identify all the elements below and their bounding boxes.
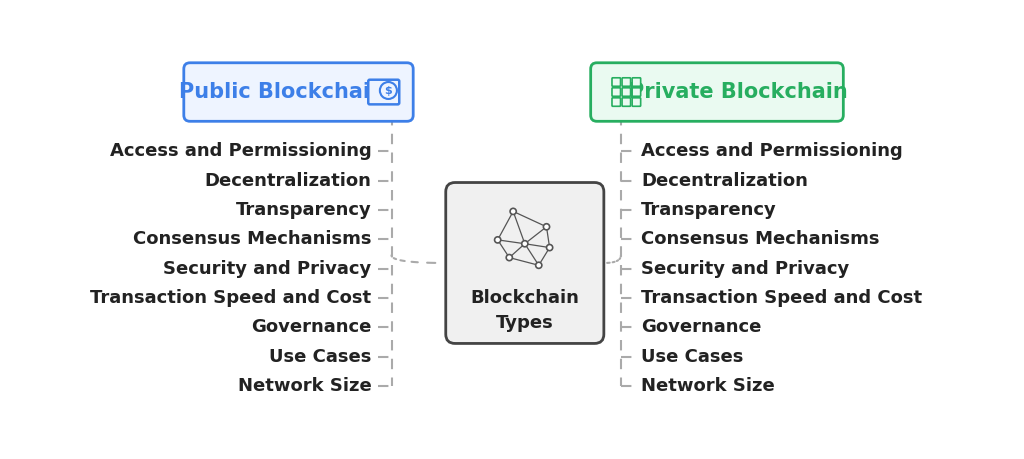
Text: Public Blockchain: Public Blockchain: [178, 82, 384, 102]
Text: Consensus Mechanisms: Consensus Mechanisms: [641, 230, 880, 248]
FancyBboxPatch shape: [183, 63, 414, 121]
FancyBboxPatch shape: [612, 98, 621, 106]
FancyBboxPatch shape: [612, 88, 621, 96]
Text: Decentralization: Decentralization: [641, 172, 808, 190]
Text: Use Cases: Use Cases: [641, 348, 743, 366]
Text: Use Cases: Use Cases: [269, 348, 372, 366]
FancyBboxPatch shape: [632, 88, 641, 96]
Text: Network Size: Network Size: [238, 377, 372, 395]
Text: Transparency: Transparency: [236, 201, 372, 219]
Circle shape: [521, 241, 528, 247]
FancyBboxPatch shape: [445, 183, 604, 343]
FancyBboxPatch shape: [622, 88, 631, 96]
Text: Transparency: Transparency: [641, 201, 777, 219]
Circle shape: [510, 208, 516, 214]
FancyBboxPatch shape: [622, 98, 631, 106]
Text: Security and Privacy: Security and Privacy: [163, 260, 372, 278]
Text: Decentralization: Decentralization: [205, 172, 372, 190]
Text: Transaction Speed and Cost: Transaction Speed and Cost: [90, 289, 372, 307]
Text: Network Size: Network Size: [641, 377, 775, 395]
Circle shape: [544, 224, 550, 230]
Text: $: $: [385, 85, 392, 95]
Text: Blockchain
Types: Blockchain Types: [470, 289, 580, 332]
Text: Transaction Speed and Cost: Transaction Speed and Cost: [641, 289, 923, 307]
FancyBboxPatch shape: [591, 63, 844, 121]
Circle shape: [380, 82, 397, 99]
Circle shape: [495, 237, 501, 243]
Circle shape: [547, 245, 553, 251]
FancyBboxPatch shape: [622, 78, 631, 86]
FancyBboxPatch shape: [369, 80, 399, 104]
Text: Governance: Governance: [251, 319, 372, 336]
Circle shape: [536, 262, 542, 269]
FancyBboxPatch shape: [612, 78, 621, 86]
FancyBboxPatch shape: [632, 78, 641, 86]
Circle shape: [506, 254, 512, 261]
Text: Consensus Mechanisms: Consensus Mechanisms: [133, 230, 372, 248]
Text: Security and Privacy: Security and Privacy: [641, 260, 849, 278]
Text: Access and Permissioning: Access and Permissioning: [641, 142, 903, 160]
FancyBboxPatch shape: [632, 98, 641, 106]
Text: Governance: Governance: [641, 319, 762, 336]
Text: Private Blockchain: Private Blockchain: [630, 82, 848, 102]
Text: Access and Permissioning: Access and Permissioning: [110, 142, 372, 160]
